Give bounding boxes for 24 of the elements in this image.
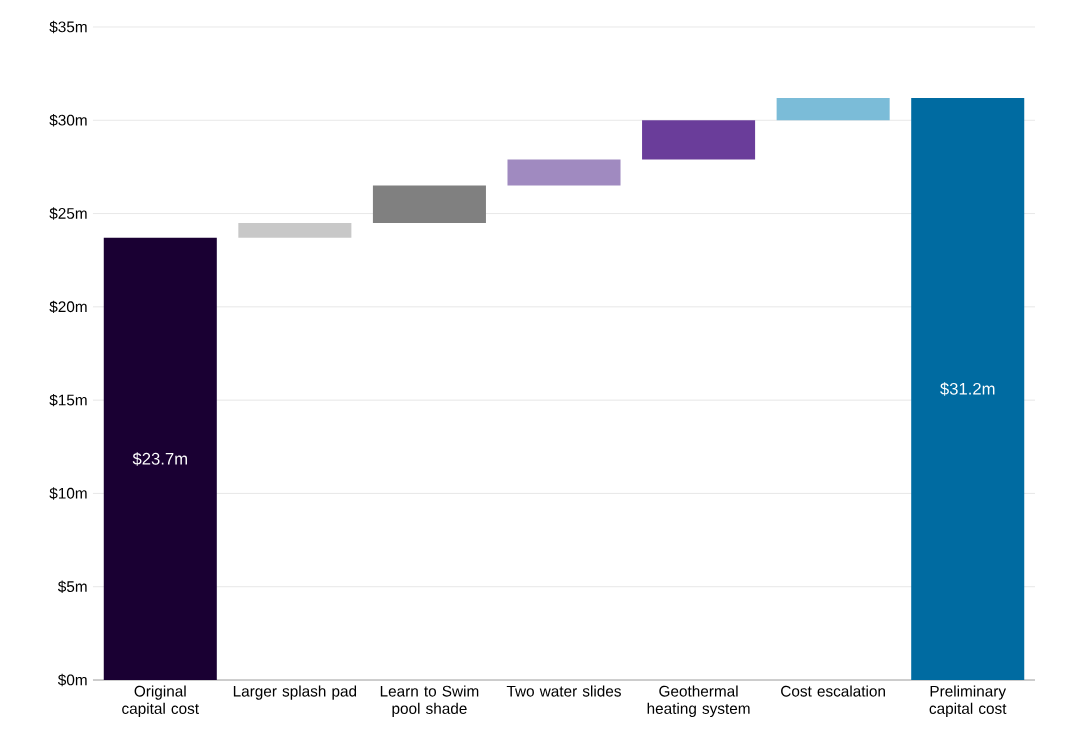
bar bbox=[911, 97, 1025, 680]
x-tick-label: Original capital cost bbox=[122, 685, 199, 717]
x-tick-label: Cost escalation bbox=[781, 685, 885, 697]
bar bbox=[642, 120, 756, 160]
y-tick-label: $20m bbox=[49, 300, 87, 314]
x-tick-label: Two water slides bbox=[506, 685, 621, 697]
y-tick-label: $35m bbox=[49, 20, 87, 34]
y-tick-label: $25m bbox=[49, 207, 87, 220]
bar bbox=[103, 237, 217, 680]
bar bbox=[776, 97, 890, 121]
x-tick-label: Preliminary capital cost bbox=[929, 685, 1007, 717]
bar bbox=[238, 222, 352, 238]
bar bbox=[507, 159, 621, 186]
y-tick-label: $10m bbox=[49, 487, 87, 500]
y-tick-label: $5m bbox=[57, 580, 87, 593]
y-tick-label: $0m bbox=[57, 673, 87, 687]
x-tick-label: Geothermal heating system bbox=[647, 685, 750, 717]
bar bbox=[372, 185, 486, 223]
x-tick-label: Learn to Swim pool shade bbox=[380, 685, 479, 717]
x-tick-label: Larger splash pad bbox=[233, 685, 357, 700]
data-label: $31.2m bbox=[940, 382, 995, 396]
data-label: $23.7m bbox=[132, 452, 187, 466]
y-tick-label: $30m bbox=[49, 114, 87, 127]
y-tick-label: $15m bbox=[49, 393, 87, 407]
